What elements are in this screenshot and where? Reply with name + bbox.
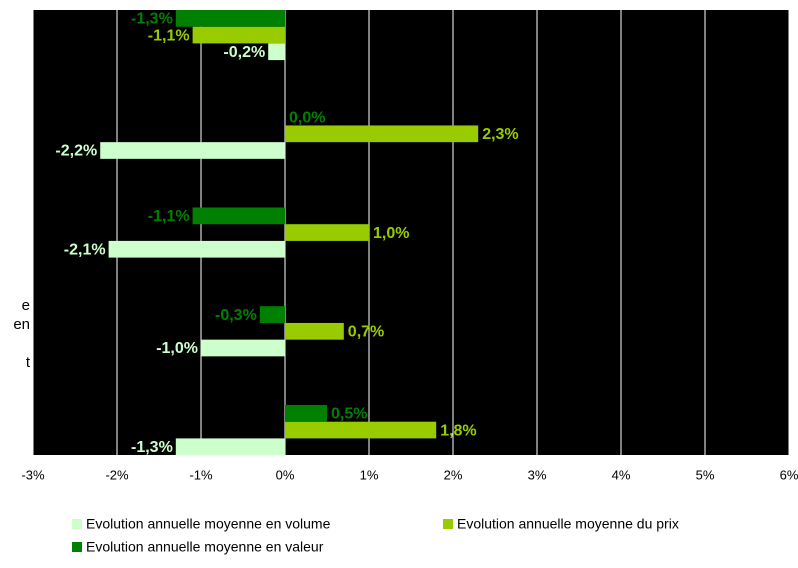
x-tick-label: -2% [105, 467, 129, 482]
x-tick-label: -3% [21, 467, 45, 482]
value-label: -2,2% [55, 143, 97, 160]
value-label: -1,3% [131, 11, 173, 28]
bar [285, 405, 327, 422]
annotation: t [26, 354, 31, 371]
x-tick-label: 5% [696, 467, 715, 482]
plot-area [33, 10, 789, 455]
x-tick-label: 2% [444, 467, 463, 482]
value-label: 0,7% [348, 324, 384, 341]
value-label: -0,3% [215, 307, 257, 324]
bar [192, 207, 285, 225]
value-label: -2,1% [64, 241, 106, 258]
value-label: 0,5% [331, 406, 367, 423]
bar [285, 125, 479, 143]
value-label: 0,0% [289, 109, 325, 126]
bar [268, 43, 285, 61]
legend-swatch [72, 542, 82, 552]
legend-label: Evolution annuelle moyenne en volume [86, 516, 331, 532]
value-label: -1,1% [148, 27, 190, 44]
value-label: -1,0% [156, 340, 198, 357]
bar [259, 306, 285, 323]
value-label: 2,3% [482, 126, 518, 143]
bar [108, 240, 285, 258]
bar [192, 26, 285, 44]
value-label: -0,2% [223, 44, 265, 61]
annotation: en [13, 316, 30, 333]
bar [100, 142, 285, 159]
legend-label: Evolution annuelle moyenne du prix [457, 516, 679, 532]
bar [285, 421, 437, 439]
x-tick-label: 1% [360, 467, 379, 482]
bar [175, 438, 285, 456]
value-label: 1,0% [373, 225, 409, 242]
bar [201, 339, 285, 357]
bar [175, 10, 285, 27]
x-tick-label: -1% [189, 467, 213, 482]
value-label: 1,8% [440, 422, 476, 439]
value-label: -1,3% [131, 439, 173, 456]
legend-swatch [72, 519, 82, 529]
legend-label: Evolution annuelle moyenne en valeur [86, 539, 324, 555]
x-tick-label: 6% [780, 467, 798, 482]
x-tick-label: 0% [276, 467, 295, 482]
bar [285, 224, 369, 241]
x-tick-label: 4% [612, 467, 631, 482]
x-tick-label: 3% [528, 467, 547, 482]
bar [285, 322, 344, 340]
value-label: -1,1% [148, 208, 190, 225]
legend-swatch [443, 519, 453, 529]
annotation: e [22, 297, 30, 314]
